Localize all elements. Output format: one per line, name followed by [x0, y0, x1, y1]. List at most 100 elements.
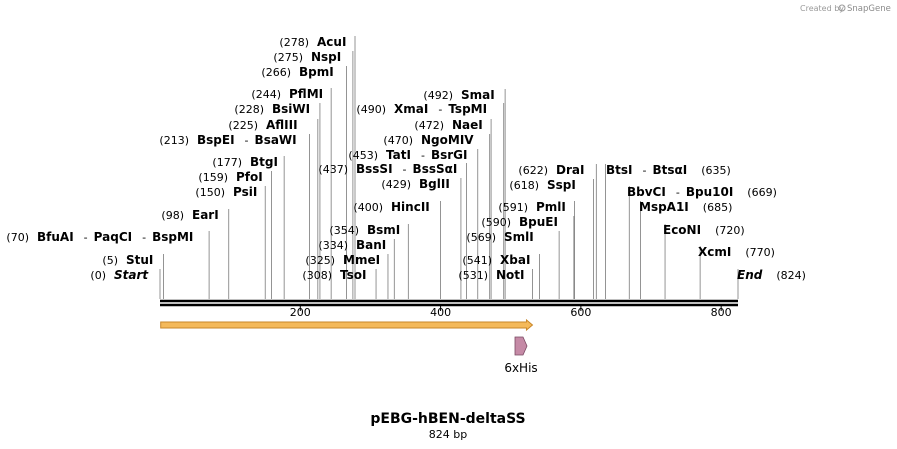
site-enzyme-name[interactable]: BpuEI — [519, 215, 558, 229]
site-label-AflIII[interactable]: (225) AflIII — [228, 118, 297, 132]
site-label-XmaI[interactable]: (490) XmaI - TspMI — [356, 102, 487, 116]
site-enzyme-name[interactable]: BspMI — [152, 230, 193, 244]
site-label-PsiI[interactable]: (150) PsiI — [195, 185, 257, 199]
site-separator: - — [84, 231, 88, 244]
site-enzyme-name[interactable]: PflMI — [289, 87, 323, 101]
site-label-SmaI[interactable]: (492) SmaI — [423, 88, 494, 102]
site-enzyme-name[interactable]: BanI — [356, 238, 386, 252]
site-label-SmlI[interactable]: (569) SmlI — [466, 230, 533, 244]
site-label-PmlI[interactable]: (591) PmlI — [498, 200, 565, 214]
site-label-BsmI[interactable]: (354) BsmI — [329, 223, 400, 237]
site-enzyme-name[interactable]: MmeI — [343, 253, 380, 267]
site-label-BtsI[interactable]: BtsI - BtsαI (635) — [606, 163, 731, 177]
site-enzyme-name[interactable]: BfuAI — [37, 230, 74, 244]
credit-brand: SnapGene — [847, 4, 891, 14]
site-label-EarI[interactable]: (98) EarI — [161, 208, 218, 222]
site-enzyme-name[interactable]: TatI — [386, 148, 411, 162]
site-enzyme-name[interactable]: NaeI — [452, 118, 483, 132]
site-enzyme-name[interactable]: TsoI — [340, 268, 366, 282]
site-position: (437) — [318, 163, 348, 176]
site-enzyme-name[interactable]: BsaWI — [255, 133, 297, 147]
site-label-TatI[interactable]: (453) TatI - BsrGI — [348, 148, 467, 162]
site-enzyme-name[interactable]: StuI — [126, 253, 153, 267]
site-label-Start[interactable]: (0) Start — [90, 268, 149, 282]
site-enzyme-name[interactable]: BglII — [419, 177, 450, 191]
site-enzyme-name[interactable]: BspEI — [197, 133, 235, 147]
site-label-BpuEI[interactable]: (590) BpuEI — [481, 215, 558, 229]
site-enzyme-name[interactable]: End — [737, 268, 763, 282]
site-enzyme-name[interactable]: BsrGI — [431, 148, 468, 162]
site-enzyme-name[interactable]: AcuI — [317, 35, 346, 49]
site-enzyme-name[interactable]: TspMI — [448, 102, 487, 116]
site-enzyme-name[interactable]: AflIII — [266, 118, 298, 132]
site-label-DraI[interactable]: (622) DraI — [518, 163, 584, 177]
site-enzyme-name[interactable]: Bpu10I — [686, 185, 733, 199]
site-enzyme-name[interactable]: PfoI — [236, 170, 263, 184]
site-label-MmeI[interactable]: (325) MmeI — [305, 253, 380, 267]
site-label-StuI[interactable]: (5) StuI — [102, 253, 153, 267]
site-enzyme-name[interactable]: BtsI — [606, 163, 633, 177]
site-enzyme-name[interactable]: XmaI — [394, 102, 428, 116]
sequence-name: pEBG-hBEN-deltaSS — [370, 411, 525, 427]
site-label-NspI[interactable]: (275) NspI — [273, 50, 341, 64]
site-enzyme-name[interactable]: BtgI — [250, 155, 278, 169]
site-enzyme-name[interactable]: SspI — [547, 178, 576, 192]
site-position: (531) — [458, 269, 488, 282]
site-label-EcoNI[interactable]: EcoNI (720) — [663, 223, 745, 237]
site-enzyme-name[interactable]: NspI — [311, 50, 341, 64]
site-enzyme-name[interactable]: XbaI — [500, 253, 530, 267]
site-position: (770) — [745, 246, 775, 259]
site-enzyme-name[interactable]: MspA1I — [639, 200, 689, 214]
site-label-BpmI[interactable]: (266) BpmI — [261, 65, 333, 79]
sequence-length: 824 bp — [429, 428, 467, 441]
site-enzyme-name[interactable]: Start — [114, 268, 149, 282]
site-enzyme-name[interactable]: EarI — [192, 208, 219, 222]
site-label-BspEI[interactable]: (213) BspEI - BsaWI — [159, 133, 296, 147]
site-label-BanI[interactable]: (334) BanI — [318, 238, 386, 252]
site-position: (590) — [481, 216, 511, 229]
site-label-XcmI[interactable]: XcmI (770) — [698, 245, 775, 259]
site-enzyme-name[interactable]: SmaI — [461, 88, 495, 102]
site-enzyme-name[interactable]: BtsαI — [653, 163, 688, 177]
site-label-HincII[interactable]: (400) HincII — [353, 200, 429, 214]
site-enzyme-name[interactable]: PaqCI — [94, 230, 132, 244]
site-label-TsoI[interactable]: (308) TsoI — [302, 268, 366, 282]
6xHis-arrow-shape[interactable] — [514, 336, 528, 356]
site-enzyme-name[interactable]: NotI — [496, 268, 525, 282]
site-enzyme-name[interactable]: DraI — [556, 163, 584, 177]
orf-arrow-shape[interactable] — [160, 318, 534, 332]
site-enzyme-name[interactable]: NgoMIV — [421, 133, 474, 147]
site-label-XbaI[interactable]: (541) XbaI — [462, 253, 530, 267]
site-enzyme-name[interactable]: BssSI — [356, 162, 393, 176]
site-position: (569) — [466, 231, 496, 244]
site-label-NaeI[interactable]: (472) NaeI — [414, 118, 482, 132]
site-enzyme-name[interactable]: PmlI — [536, 200, 566, 214]
site-position: (490) — [356, 103, 386, 116]
site-label-BssSI[interactable]: (437) BssSI - BssSαI — [318, 162, 457, 176]
site-label-PflMI[interactable]: (244) PflMI — [251, 87, 323, 101]
site-label-NotI[interactable]: (531) NotI — [458, 268, 524, 282]
site-label-End[interactable]: End (824) — [737, 268, 806, 282]
6xHis-feature[interactable]: 6xHis — [504, 336, 538, 375]
site-enzyme-name[interactable]: BpmI — [299, 65, 334, 79]
site-label-BbvCI[interactable]: BbvCI - Bpu10I (669) — [627, 185, 777, 199]
site-enzyme-name[interactable]: BbvCI — [627, 185, 666, 199]
site-enzyme-name[interactable]: XcmI — [698, 245, 731, 259]
site-label-BtgI[interactable]: (177) BtgI — [212, 155, 278, 169]
orf-arrow[interactable] — [160, 318, 534, 332]
site-label-MspA1I[interactable]: MspA1I (685) — [639, 200, 732, 214]
site-label-BglII[interactable]: (429) BglII — [381, 177, 449, 191]
site-enzyme-name[interactable]: PsiI — [233, 185, 257, 199]
site-enzyme-name[interactable]: SmlI — [504, 230, 534, 244]
site-enzyme-name[interactable]: BsiWI — [272, 102, 310, 116]
site-label-BsiWI[interactable]: (228) BsiWI — [234, 102, 310, 116]
site-enzyme-name[interactable]: BssSαI — [413, 162, 458, 176]
site-label-SspI[interactable]: (618) SspI — [509, 178, 575, 192]
site-enzyme-name[interactable]: HincII — [391, 200, 430, 214]
site-label-BfuAI[interactable]: (70) BfuAI - PaqCI - BspMI — [6, 230, 193, 244]
site-enzyme-name[interactable]: BsmI — [367, 223, 400, 237]
site-label-AcuI[interactable]: (278) AcuI — [279, 35, 346, 49]
site-label-PfoI[interactable]: (159) PfoI — [198, 170, 262, 184]
site-enzyme-name[interactable]: EcoNI — [663, 223, 701, 237]
site-label-NgoMIV[interactable]: (470) NgoMIV — [383, 133, 474, 147]
